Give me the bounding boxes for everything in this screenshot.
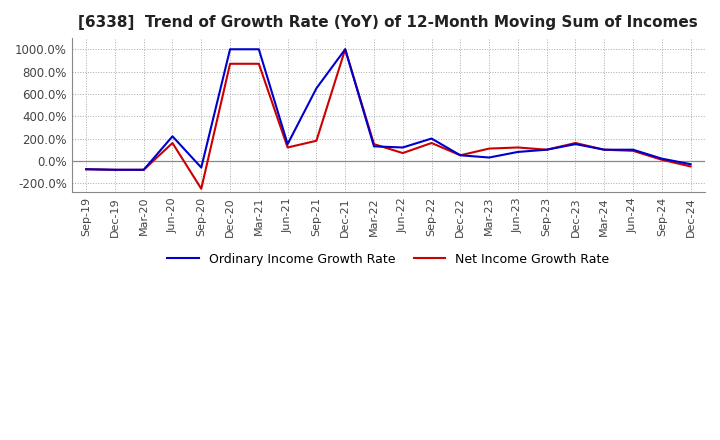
Line: Net Income Growth Rate: Net Income Growth Rate bbox=[86, 49, 690, 189]
Ordinary Income Growth Rate bbox=[312, 86, 320, 91]
Net Income Growth Rate bbox=[657, 157, 666, 162]
Net Income Growth Rate bbox=[456, 153, 464, 158]
Net Income Growth Rate bbox=[542, 147, 551, 152]
Ordinary Income Growth Rate bbox=[111, 167, 120, 172]
Ordinary Income Growth Rate bbox=[168, 134, 177, 139]
Ordinary Income Growth Rate bbox=[140, 167, 148, 172]
Net Income Growth Rate bbox=[140, 167, 148, 172]
Net Income Growth Rate bbox=[254, 61, 263, 66]
Net Income Growth Rate bbox=[485, 146, 493, 151]
Ordinary Income Growth Rate bbox=[254, 47, 263, 52]
Net Income Growth Rate bbox=[283, 145, 292, 150]
Ordinary Income Growth Rate bbox=[629, 147, 637, 152]
Ordinary Income Growth Rate bbox=[686, 161, 695, 167]
Ordinary Income Growth Rate bbox=[600, 147, 608, 152]
Net Income Growth Rate bbox=[226, 61, 235, 66]
Net Income Growth Rate bbox=[629, 148, 637, 154]
Ordinary Income Growth Rate bbox=[542, 147, 551, 152]
Line: Ordinary Income Growth Rate: Ordinary Income Growth Rate bbox=[86, 49, 690, 170]
Ordinary Income Growth Rate bbox=[657, 156, 666, 161]
Ordinary Income Growth Rate bbox=[427, 136, 436, 141]
Ordinary Income Growth Rate bbox=[82, 167, 91, 172]
Ordinary Income Growth Rate bbox=[197, 165, 206, 170]
Legend: Ordinary Income Growth Rate, Net Income Growth Rate: Ordinary Income Growth Rate, Net Income … bbox=[163, 248, 614, 271]
Net Income Growth Rate bbox=[168, 140, 177, 146]
Ordinary Income Growth Rate bbox=[513, 149, 522, 154]
Ordinary Income Growth Rate bbox=[398, 145, 407, 150]
Net Income Growth Rate bbox=[82, 167, 91, 172]
Net Income Growth Rate bbox=[369, 142, 378, 147]
Net Income Growth Rate bbox=[197, 186, 206, 191]
Ordinary Income Growth Rate bbox=[456, 153, 464, 158]
Net Income Growth Rate bbox=[341, 47, 349, 52]
Ordinary Income Growth Rate bbox=[226, 47, 235, 52]
Net Income Growth Rate bbox=[398, 150, 407, 156]
Ordinary Income Growth Rate bbox=[283, 142, 292, 147]
Ordinary Income Growth Rate bbox=[485, 155, 493, 160]
Ordinary Income Growth Rate bbox=[341, 47, 349, 52]
Net Income Growth Rate bbox=[571, 140, 580, 146]
Title: [6338]  Trend of Growth Rate (YoY) of 12-Month Moving Sum of Incomes: [6338] Trend of Growth Rate (YoY) of 12-… bbox=[78, 15, 698, 30]
Net Income Growth Rate bbox=[686, 164, 695, 169]
Net Income Growth Rate bbox=[111, 167, 120, 172]
Ordinary Income Growth Rate bbox=[571, 142, 580, 147]
Net Income Growth Rate bbox=[427, 140, 436, 146]
Ordinary Income Growth Rate bbox=[369, 144, 378, 149]
Net Income Growth Rate bbox=[600, 147, 608, 152]
Net Income Growth Rate bbox=[312, 138, 320, 143]
Net Income Growth Rate bbox=[513, 145, 522, 150]
